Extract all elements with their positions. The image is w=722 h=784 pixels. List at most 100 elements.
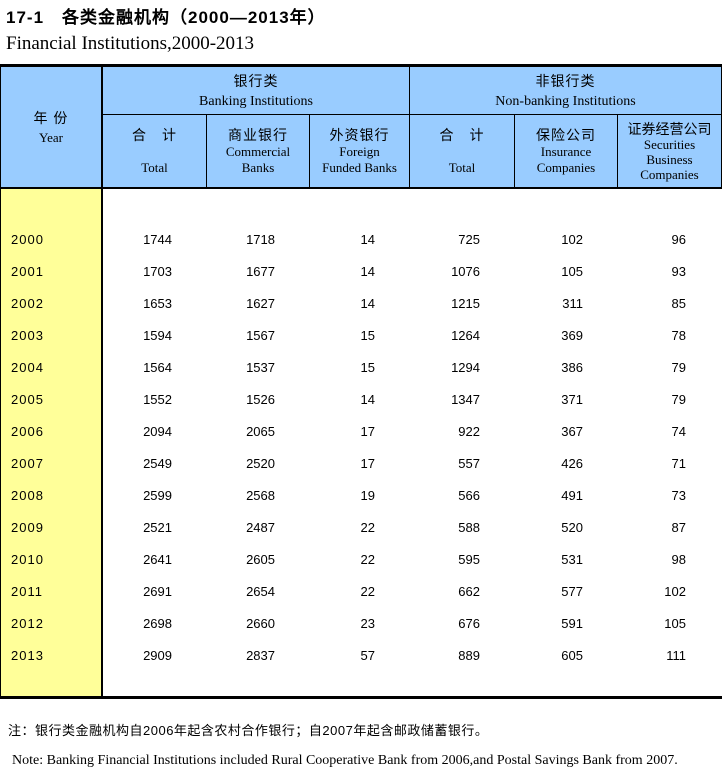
- value-cell: 96: [671, 231, 686, 247]
- year-cell: 2013: [11, 647, 44, 663]
- nonbanking-group-zh: 非银行类: [535, 72, 596, 89]
- col-en: Business: [646, 151, 693, 167]
- value-cell: 111: [666, 647, 686, 663]
- value-cell: 2605: [246, 551, 275, 567]
- table-row: 2009 2521 2487 22 588 520 87: [1, 511, 722, 543]
- value-cell: 15: [360, 327, 375, 343]
- value-cell: 23: [360, 615, 375, 631]
- footnote-zh: 注：银行类金融机构自2006年起含农村合作银行；自2007年起含邮政储蓄银行。: [8, 723, 489, 738]
- value-cell: 1264: [451, 327, 480, 343]
- value-cell: 14: [360, 263, 375, 279]
- value-cell: 93: [671, 263, 686, 279]
- value-cell: 105: [664, 615, 686, 631]
- nonbanking-group-en: Non-banking Institutions: [495, 93, 636, 109]
- value-cell: 595: [458, 551, 480, 567]
- col-zh: 保险公司: [536, 127, 596, 143]
- header-cell-commercial-banks: 商业银行 Commercial Banks: [207, 115, 310, 187]
- value-cell: 2065: [246, 423, 275, 439]
- col-zh: 证券经营公司: [627, 120, 712, 137]
- value-cell: 2520: [246, 455, 275, 471]
- year-cell: 2000: [11, 231, 44, 247]
- value-cell: 1076: [451, 263, 480, 279]
- value-cell: 98: [671, 551, 686, 567]
- value-cell: 591: [561, 615, 583, 631]
- value-cell: 1564: [143, 359, 172, 375]
- col-zh: 商业银行: [228, 127, 288, 143]
- value-cell: 520: [561, 519, 583, 535]
- table-row: 2005 1552 1526 14 1347 371 79: [1, 383, 722, 415]
- title-block: 17-1 各类金融机构（2000—2013年） Financial Instit…: [0, 0, 722, 56]
- value-cell: 17: [360, 455, 375, 471]
- value-cell: 1215: [451, 295, 480, 311]
- value-cell: 725: [458, 231, 480, 247]
- value-cell: 22: [360, 583, 375, 599]
- year-header-zh: 年 份: [33, 109, 69, 126]
- value-cell: 588: [458, 519, 480, 535]
- table-body: 2000 1744 1718 14 725 102 96 2001 1703 1677 14 1076…: [0, 189, 722, 699]
- value-cell: 1594: [143, 327, 172, 343]
- value-cell: 2660: [246, 615, 275, 631]
- table-row: 2006 2094 2065 17 922 367 74: [1, 415, 722, 447]
- value-cell: 74: [671, 423, 686, 439]
- value-cell: 85: [671, 295, 686, 311]
- value-cell: 79: [671, 359, 686, 375]
- footnote-en: Note: Banking Financial Institutions inc…: [12, 753, 678, 768]
- col-zh: 外资银行: [329, 127, 390, 143]
- value-cell: 426: [561, 455, 583, 471]
- col-zh: 合 计: [132, 127, 177, 143]
- value-cell: 1537: [246, 359, 275, 375]
- table-row: 2000 1744 1718 14 725 102 96: [1, 223, 722, 255]
- value-cell: 105: [561, 263, 583, 279]
- value-cell: 2549: [143, 455, 172, 471]
- table-row: 2010 2641 2605 22 595 531 98: [1, 543, 722, 575]
- financial-institutions-table: 年 份 Year 银行类 Banking Institutions 非银行类 N…: [0, 64, 722, 699]
- value-cell: 1653: [143, 295, 172, 311]
- year-cell: 2010: [11, 551, 44, 567]
- value-cell: 2487: [246, 519, 275, 535]
- value-cell: 19: [360, 487, 375, 503]
- value-cell: 2568: [246, 487, 275, 503]
- value-cell: 889: [458, 647, 480, 663]
- year-cell: 2004: [11, 359, 44, 375]
- value-cell: 57: [360, 647, 375, 663]
- value-cell: 2599: [143, 487, 172, 503]
- banking-group-zh: 银行类: [233, 72, 279, 89]
- value-cell: 71: [671, 455, 686, 471]
- col-en: Total: [448, 160, 476, 175]
- value-cell: 2094: [143, 423, 172, 439]
- table-row: 2004 1564 1537 15 1294 386 79: [1, 351, 722, 383]
- value-cell: 662: [458, 583, 480, 599]
- col-en: Companies: [536, 160, 596, 175]
- header-cell-year: 年 份 Year: [1, 67, 103, 187]
- value-cell: 371: [561, 391, 583, 407]
- value-cell: 2909: [143, 647, 172, 663]
- year-cell: 2008: [11, 487, 44, 503]
- value-cell: 531: [561, 551, 583, 567]
- header-cell-foreign-funded-banks: 外资银行 Foreign Funded Banks: [310, 115, 410, 187]
- year-cell: 2011: [11, 583, 43, 599]
- year-cell: 2005: [11, 391, 44, 407]
- value-cell: 1526: [246, 391, 275, 407]
- col-en: Total: [141, 160, 168, 175]
- value-cell: 79: [671, 391, 686, 407]
- value-cell: 311: [562, 295, 583, 311]
- year-cell: 2007: [11, 455, 44, 471]
- value-cell: 1347: [451, 391, 480, 407]
- year-cell: 2001: [11, 263, 44, 279]
- table-row: 2011 2691 2654 22 662 577 102: [1, 575, 722, 607]
- value-cell: 605: [561, 647, 583, 663]
- table-row: 2012 2698 2660 23 676 591 105: [1, 607, 722, 639]
- page-title-zh: 17-1 各类金融机构（2000—2013年）: [6, 8, 326, 27]
- col-en: Securities: [643, 136, 696, 152]
- value-cell: 15: [360, 359, 375, 375]
- header-cell-insurance-companies: 保险公司 Insurance Companies: [515, 115, 618, 187]
- value-cell: 1567: [246, 327, 275, 343]
- table-header: 年 份 Year 银行类 Banking Institutions 非银行类 N…: [0, 64, 722, 189]
- value-cell: 557: [458, 455, 480, 471]
- value-cell: 369: [561, 327, 583, 343]
- header-group-nonbanking: 非银行类 Non-banking Institutions: [410, 67, 721, 115]
- value-cell: 2654: [246, 583, 275, 599]
- value-cell: 102: [664, 583, 686, 599]
- value-cell: 22: [360, 519, 375, 535]
